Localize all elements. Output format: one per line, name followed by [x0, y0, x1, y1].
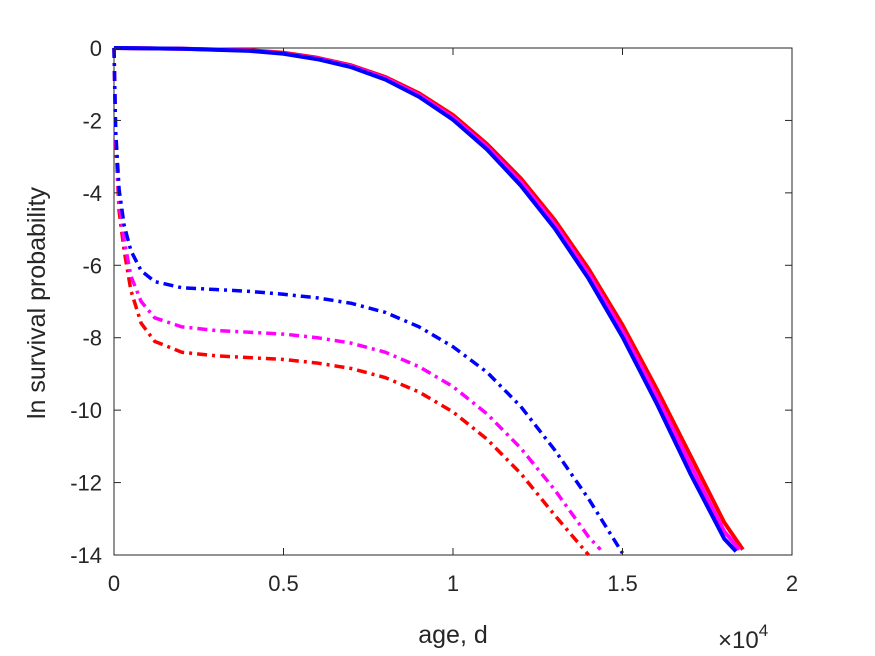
x-axis-ticks: 0 0.5 1 1.5 2	[108, 48, 798, 596]
x-tick-label: 0.5	[268, 571, 299, 596]
x-tick-label: 1	[447, 571, 459, 596]
y-tick-label: -4	[82, 181, 102, 206]
x-tick-label: 2	[786, 571, 798, 596]
y-tick-label: -10	[70, 398, 102, 423]
y-tick-label: -8	[82, 326, 102, 351]
x-tick-label: 0	[108, 571, 120, 596]
x-scale-exponent: ×104	[718, 621, 768, 654]
x-axis-label: age, d	[418, 621, 488, 649]
y-tick-label: -2	[82, 108, 102, 133]
y-axis-label: ln survival probability	[23, 186, 51, 419]
series-line-3	[113, 46, 738, 553]
series-group	[112, 46, 745, 557]
series-line-6	[112, 47, 624, 555]
y-tick-label: -6	[82, 253, 102, 278]
plot-area	[112, 46, 793, 557]
y-tick-label: -12	[70, 471, 102, 496]
x-scale-base: ×10	[718, 627, 759, 654]
y-tick-label: 0	[90, 36, 102, 61]
x-scale-power: 4	[759, 621, 768, 640]
axes-box	[113, 47, 793, 556]
x-tick-label: 1.5	[607, 571, 638, 596]
y-axis-ticks: 0 -2 -4 -6 -8 -10 -12 -14	[70, 36, 792, 568]
series-line-5	[112, 47, 602, 551]
series-line-4	[112, 47, 590, 557]
y-tick-label: -14	[70, 543, 102, 568]
